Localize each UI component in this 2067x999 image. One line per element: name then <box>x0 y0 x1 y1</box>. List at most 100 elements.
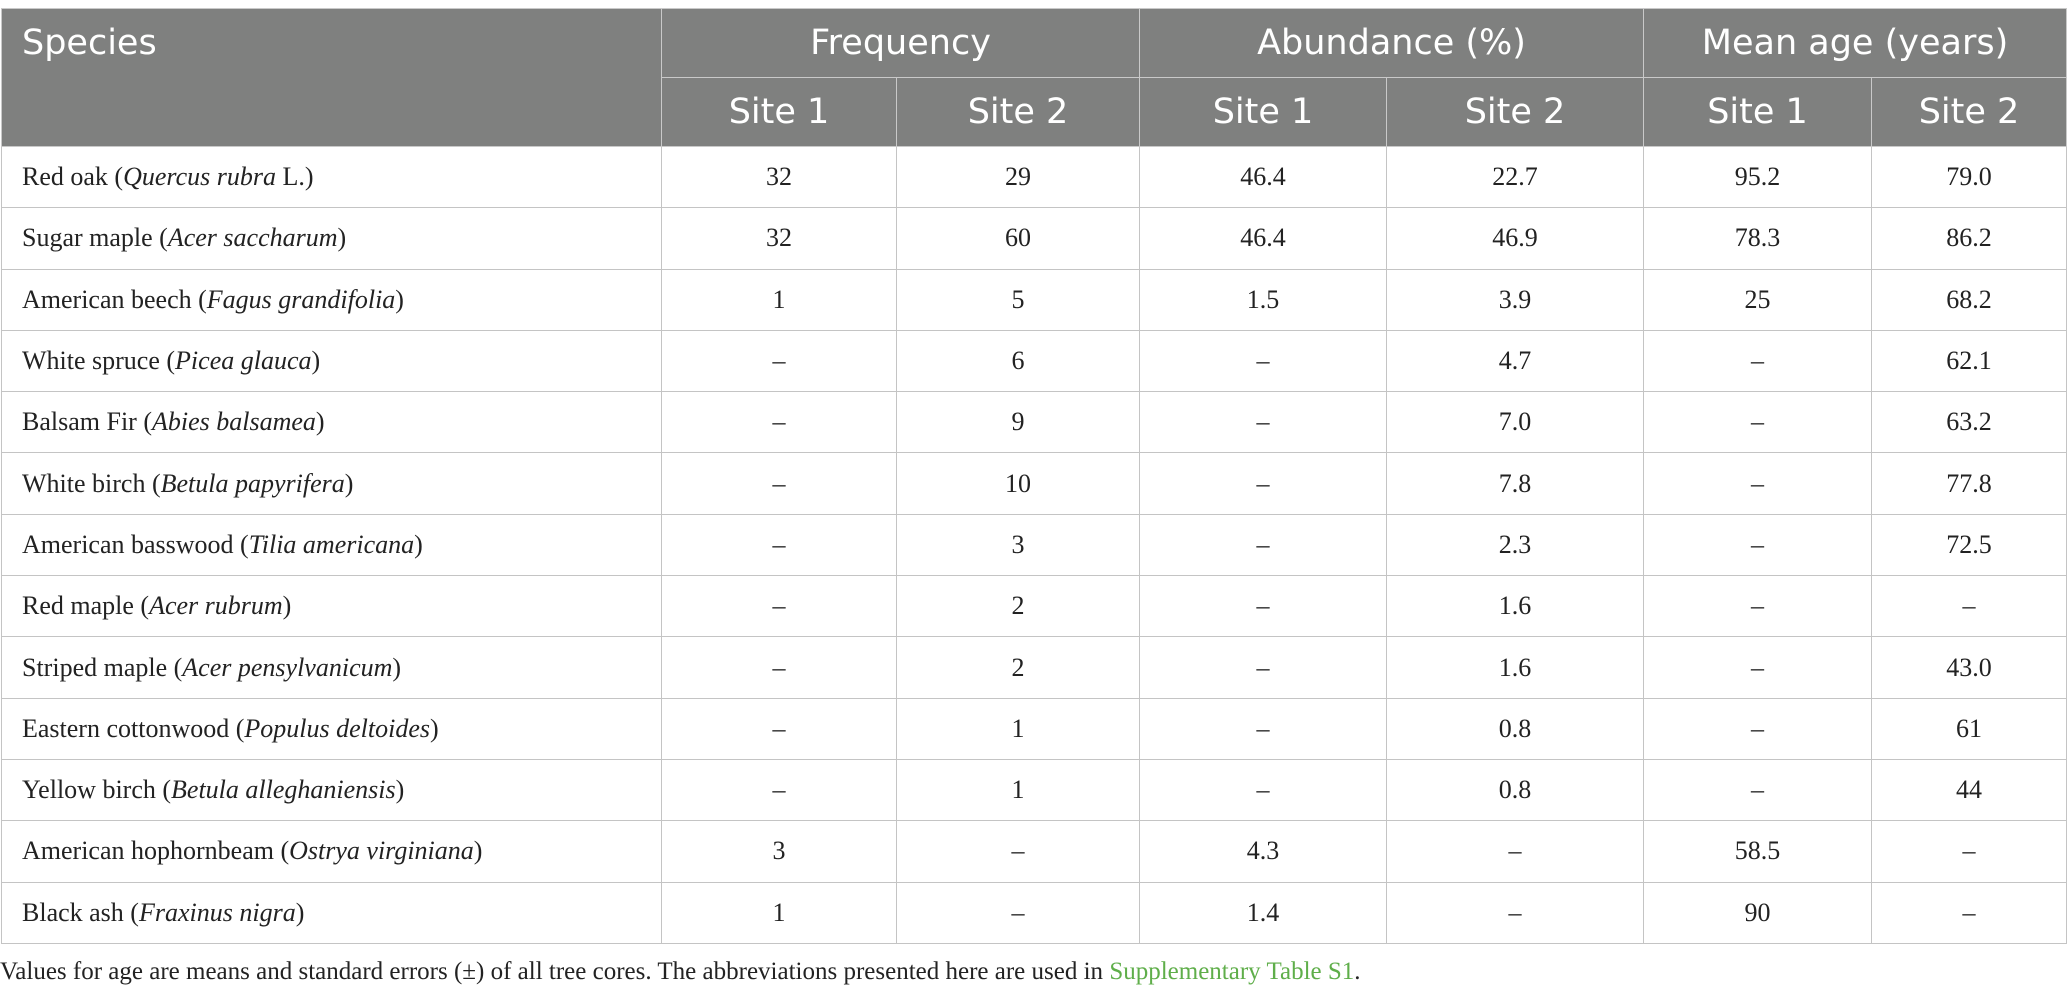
species-name-suffix: ) <box>395 284 404 314</box>
value-cell: 46.4 <box>1139 207 1387 270</box>
species-latin-name: Acer pensylvanicum <box>182 652 393 682</box>
value-cell: 72.5 <box>1870 513 2067 577</box>
footnote-end: . <box>1354 958 1361 985</box>
species-latin-name: Acer rubrum <box>149 591 283 621</box>
species-latin-name: Acer saccharum <box>167 223 338 253</box>
value-cell: 78.3 <box>1643 207 1872 270</box>
site-header: Site 1 <box>1139 77 1387 147</box>
value-cell: – <box>896 820 1140 883</box>
value-cell: 2 <box>896 636 1140 699</box>
value-cell: 95.2 <box>1643 145 1872 209</box>
table-row: Black ash (Fraxinus nigra) 1–1.4–90– <box>1 881 2067 944</box>
value-cell: – <box>1139 575 1387 638</box>
species-latin-name: Abies balsamea <box>152 407 316 437</box>
species-common-name: Balsam Fir ( <box>22 407 152 437</box>
site-header: Site 1 <box>1643 77 1872 147</box>
value-cell: – <box>661 452 897 515</box>
species-common-name: Red oak ( <box>22 162 124 192</box>
header-row-groups: Species Frequency Abundance (%) Mean age… <box>1 8 2067 147</box>
supplementary-table-link[interactable]: Supplementary Table S1 <box>1109 958 1355 985</box>
table-body: Red oak (Quercus rubra L.) 32 29 46.4 22.7 95… <box>1 145 2067 944</box>
abundance-group-header: Abundance (%) <box>1139 8 1644 78</box>
species-name-suffix: ) <box>315 407 325 437</box>
site-header: Site 2 <box>1870 77 2067 147</box>
species-cell: Black ash (Fraxinus nigra) <box>1 881 662 944</box>
value-cell: 62.1 <box>1870 329 2067 393</box>
value-cell: – <box>1643 391 1872 454</box>
value-cell: 1 <box>896 697 1140 760</box>
value-cell: 4.7 <box>1386 329 1644 393</box>
table-header: Species Frequency Abundance (%) Mean age… <box>1 8 2067 147</box>
value-cell: 1.6 <box>1386 636 1644 699</box>
species-latin-name: Ostrya virginiana <box>289 836 474 866</box>
value-cell: – <box>1643 575 1872 638</box>
value-cell: 1 <box>661 268 897 331</box>
value-cell: – <box>1643 697 1872 760</box>
value-cell: 79.0 <box>1870 145 2067 209</box>
species-common-name: White birch ( <box>22 468 161 498</box>
value-cell: – <box>661 575 897 638</box>
species-cell: American basswood (Tilia americana) <box>1 513 662 577</box>
species-common-name: American hophornbeam ( <box>22 836 290 866</box>
value-cell: – <box>896 881 1140 944</box>
table-row: White spruce (Picea glauca) –6–4.7–62.1 <box>1 329 2067 393</box>
species-table: Species Frequency Abundance (%) Mean age… <box>1 8 2067 944</box>
species-name-suffix: ) <box>414 529 423 559</box>
species-common-name: Striped maple ( <box>22 652 183 682</box>
species-name-suffix: ) <box>395 775 405 805</box>
species-cell: American beech (Fagus grandifolia) <box>1 268 662 331</box>
species-cell: White birch (Betula papyrifera) <box>1 452 662 515</box>
species-latin-name: Fagus grandifolia <box>206 284 396 314</box>
value-cell: 9 <box>896 391 1140 454</box>
value-cell: – <box>1139 329 1387 393</box>
site-header: Site 1 <box>661 77 897 147</box>
value-cell: 29 <box>896 145 1140 209</box>
value-cell: – <box>1870 881 2067 944</box>
table-row: Yellow birch (Betula alleghaniensis) –1–0… <box>1 758 2067 822</box>
mean-age-group-header: Mean age (years) <box>1642 8 2067 78</box>
species-cell: Red maple (Acer rubrum) <box>1 575 662 638</box>
species-name-suffix: ) <box>337 223 347 253</box>
species-name-suffix: ) <box>295 897 305 927</box>
value-cell: – <box>661 758 897 822</box>
species-cell: Eastern cottonwood (Populus deltoides) <box>1 697 662 760</box>
value-cell: 10 <box>896 452 1140 515</box>
species-name-suffix: ) <box>392 652 402 682</box>
value-cell: – <box>1139 697 1387 760</box>
value-cell: – <box>1139 758 1387 822</box>
species-common-name: White spruce ( <box>22 346 176 376</box>
value-cell: 3.9 <box>1386 268 1644 331</box>
value-cell: 7.8 <box>1386 452 1644 515</box>
species-name-suffix: ) <box>473 836 483 866</box>
value-cell: 61 <box>1870 697 2067 760</box>
table-row: Red oak (Quercus rubra L.) 32 29 46.4 22.7 95… <box>1 145 2067 209</box>
table-row: American basswood (Tilia americana) –3–2.… <box>1 513 2067 577</box>
value-cell: 46.9 <box>1386 207 1644 270</box>
value-cell: – <box>1139 391 1387 454</box>
value-cell: 86.2 <box>1870 207 2067 270</box>
frequency-group-header: Frequency <box>661 8 1140 78</box>
value-cell: 1 <box>661 881 897 944</box>
value-cell: 60 <box>896 207 1140 270</box>
value-cell: 46.4 <box>1139 145 1387 209</box>
species-latin-name: Picea glauca <box>175 346 312 376</box>
species-cell: Balsam Fir (Abies balsamea) <box>1 391 662 454</box>
value-cell: – <box>1643 513 1872 577</box>
footnote-text: Values for age are means and standard er… <box>0 958 1110 985</box>
species-common-name: Yellow birch ( <box>22 775 172 805</box>
value-cell: 1.5 <box>1139 268 1387 331</box>
value-cell: 7.0 <box>1386 391 1644 454</box>
value-cell: 44 <box>1870 758 2067 822</box>
value-cell: – <box>1870 575 2067 638</box>
value-cell: 3 <box>661 820 897 883</box>
value-cell: 6 <box>896 329 1140 393</box>
species-latin-name: Quercus rubra <box>123 162 276 192</box>
value-cell: – <box>661 329 897 393</box>
species-cell: Yellow birch (Betula alleghaniensis) <box>1 758 662 822</box>
species-latin-name: Betula alleghaniensis <box>171 775 396 805</box>
value-cell: 32 <box>661 207 897 270</box>
value-cell: – <box>1643 758 1872 822</box>
value-cell: – <box>661 636 897 699</box>
value-cell: 68.2 <box>1870 268 2067 331</box>
value-cell: – <box>1386 881 1644 944</box>
